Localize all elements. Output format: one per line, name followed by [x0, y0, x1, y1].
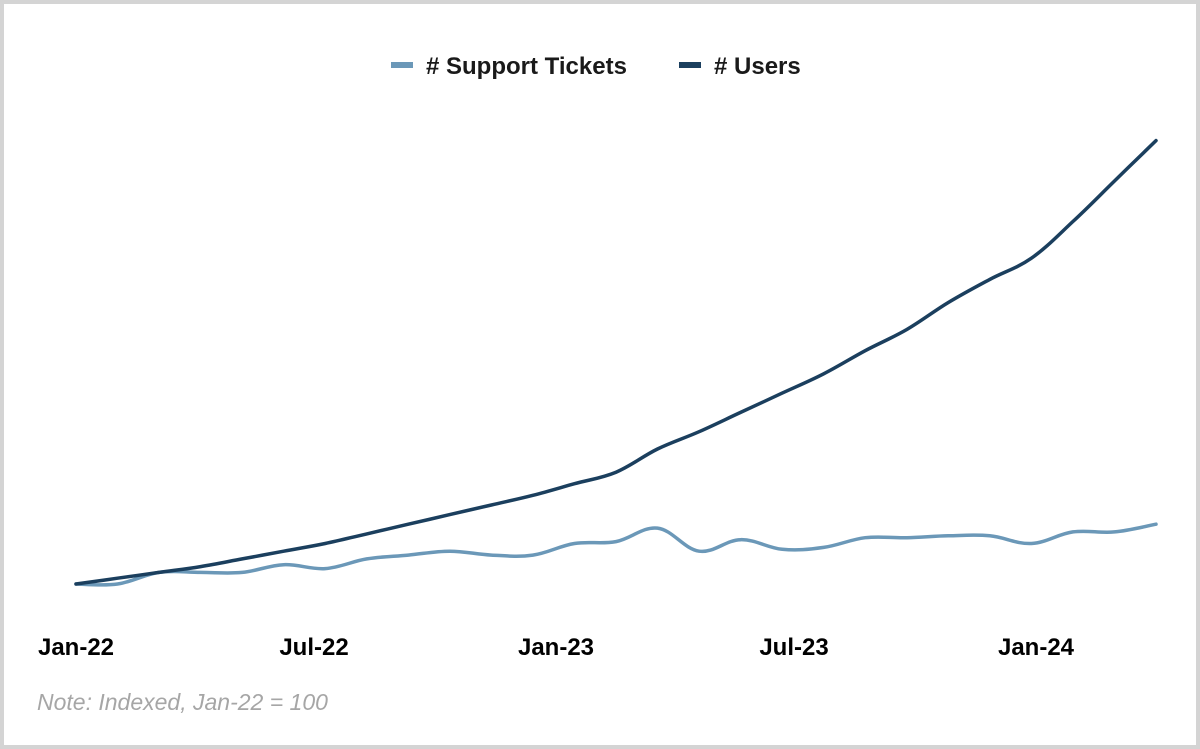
x-tick-label: Jan-24	[998, 634, 1075, 661]
series-line-users	[74, 138, 1158, 586]
legend-item-users[interactable]: # Users	[679, 53, 801, 80]
chart-note: Note: Indexed, Jan-22 = 100	[37, 689, 328, 715]
x-tick-label: Jan-23	[518, 634, 594, 661]
legend-swatch-support-tickets	[391, 62, 413, 68]
x-tick-label: Jul-22	[279, 634, 348, 661]
legend-item-support-tickets[interactable]: # Support Tickets	[391, 53, 627, 80]
legend-swatch-users	[679, 62, 701, 68]
legend-label-users: # Users	[714, 53, 801, 80]
series-line-support-tickets	[74, 522, 1158, 587]
series-layer	[74, 138, 1158, 587]
x-tick-label: Jul-23	[759, 634, 828, 661]
x-tick-label: Jan-22	[38, 634, 114, 661]
legend: # Support Tickets # Users	[391, 53, 801, 80]
legend-label-support-tickets: # Support Tickets	[426, 53, 627, 80]
x-axis: Jan-22 Jul-22 Jan-23 Jul-23 Jan-24	[38, 634, 1075, 661]
